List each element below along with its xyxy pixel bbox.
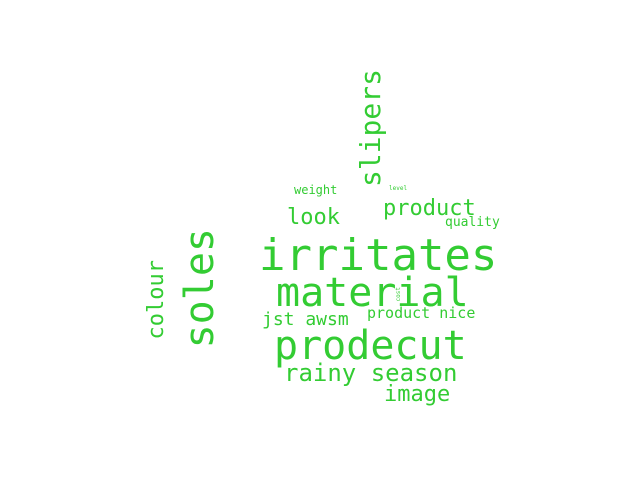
word-product: product <box>383 196 476 221</box>
word-slipers: slipers <box>354 69 387 188</box>
word-material: material <box>276 270 469 316</box>
word-quality: quality <box>445 215 500 230</box>
word-look: look <box>287 205 340 230</box>
word-level: level <box>389 185 408 192</box>
word-colour: colour <box>144 260 169 340</box>
word-jst-awsm: jst awsm <box>262 309 349 330</box>
word-cost: cost <box>395 287 402 302</box>
word-rainy-season: rainy season <box>284 359 458 387</box>
word-product-nice: product nice <box>367 304 476 322</box>
word-image: image <box>384 382 451 407</box>
word-soles: soles <box>177 228 223 349</box>
word-irritates: irritates <box>259 230 498 281</box>
word-weight: weight <box>294 183 338 197</box>
word-prodecut: prodecut <box>274 323 467 369</box>
